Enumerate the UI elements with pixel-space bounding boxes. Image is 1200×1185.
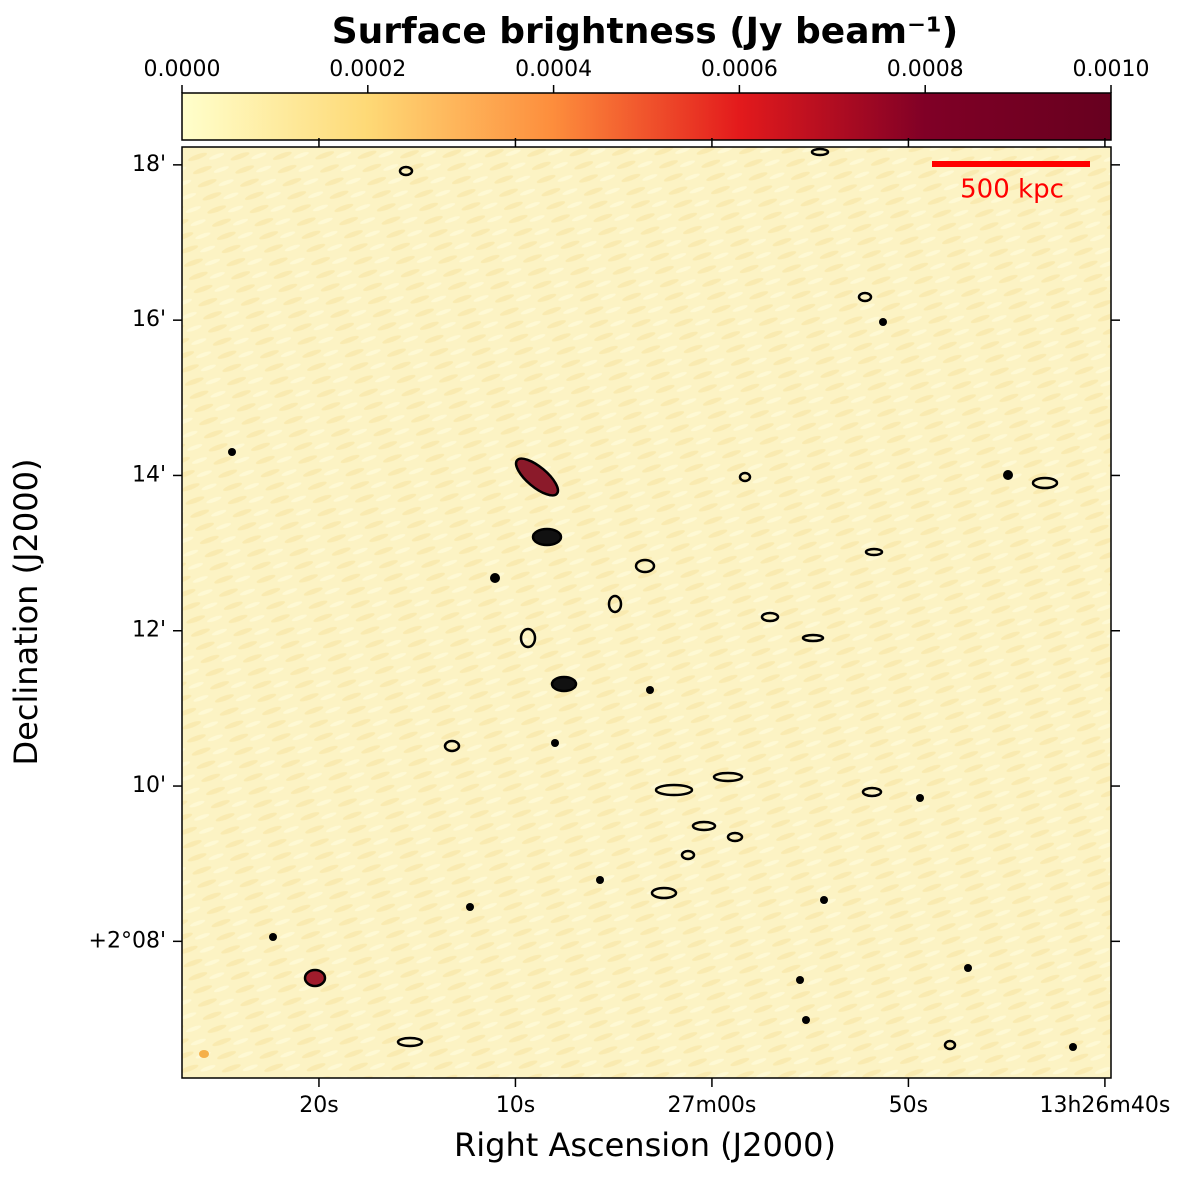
y-tick-label: 18' xyxy=(132,152,166,177)
chart-title: Surface brightness (Jy beam⁻¹) xyxy=(332,11,959,52)
x-tick-label: 13h26m40s xyxy=(1039,1093,1170,1118)
y-tick-label: 12' xyxy=(132,618,166,643)
y-tick-label: 16' xyxy=(132,307,166,332)
y-tick-label: +2°08' xyxy=(89,928,166,953)
x-tick-label: 27m00s xyxy=(667,1093,756,1118)
y-tick-label: 10' xyxy=(132,773,166,798)
y-axis-label: Declination (J2000) xyxy=(7,459,45,766)
colorbar-tick-label: 0.0008 xyxy=(887,57,964,82)
image xyxy=(182,147,1111,1078)
colorbar-tick-label: 0.0000 xyxy=(144,57,221,82)
x-tick-label: 10s xyxy=(496,1093,535,1118)
colorbar xyxy=(181,92,1112,141)
y-tick-label: 14' xyxy=(132,462,166,487)
plot-frame xyxy=(181,146,1112,1079)
x-tick-label: 50s xyxy=(889,1093,928,1118)
colorbar-tick-label: 0.0004 xyxy=(515,57,592,82)
x-axis-label: Right Ascension (J2000) xyxy=(454,1126,836,1164)
x-tick-label: 20s xyxy=(299,1093,338,1118)
scale-bar-label: 500 kpc xyxy=(960,175,1064,205)
colorbar-tick-label: 0.0010 xyxy=(1073,57,1150,82)
colorbar-tick-label: 0.0006 xyxy=(701,57,778,82)
colorbar-tick-label: 0.0002 xyxy=(329,57,406,82)
